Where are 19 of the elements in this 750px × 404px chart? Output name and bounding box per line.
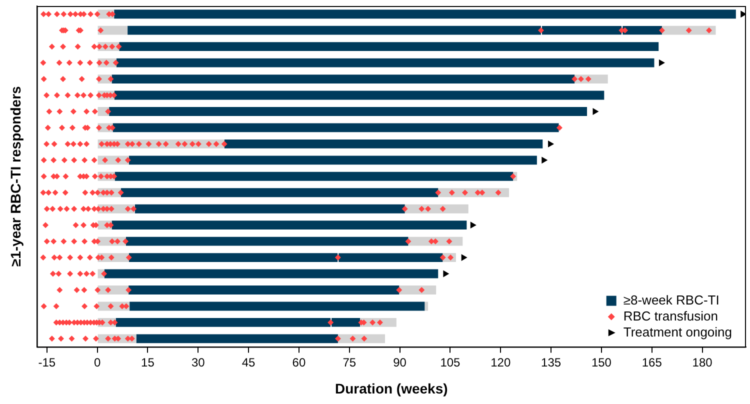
legend-label: Treatment ongoing (623, 324, 732, 340)
x-tick-label: 180 (692, 355, 713, 370)
x-tick-label: 30 (191, 355, 206, 370)
x-tick-label: 15 (141, 355, 155, 370)
x-tick-label: 165 (642, 355, 662, 370)
x-tick-label: 135 (541, 355, 562, 370)
x-tick-label: 75 (342, 355, 356, 370)
x-tick-label: -15 (38, 355, 56, 370)
x-tick-label: 120 (490, 355, 511, 370)
x-tick-label: 105 (440, 355, 461, 370)
x-tick-label: 150 (591, 355, 612, 370)
x-tick-label: 60 (292, 355, 306, 370)
x-tick-label: 0 (94, 355, 101, 370)
x-tick-label: 45 (242, 355, 256, 370)
legend-label: ≥8-week RBC-TI (623, 292, 720, 308)
x-tick-label: 90 (393, 355, 407, 370)
x-axis-title: Duration (weeks) (334, 380, 448, 396)
legend-label: RBC transfusion (623, 308, 718, 324)
y-axis-title: ≥1-year RBC-TI responders (7, 86, 24, 267)
